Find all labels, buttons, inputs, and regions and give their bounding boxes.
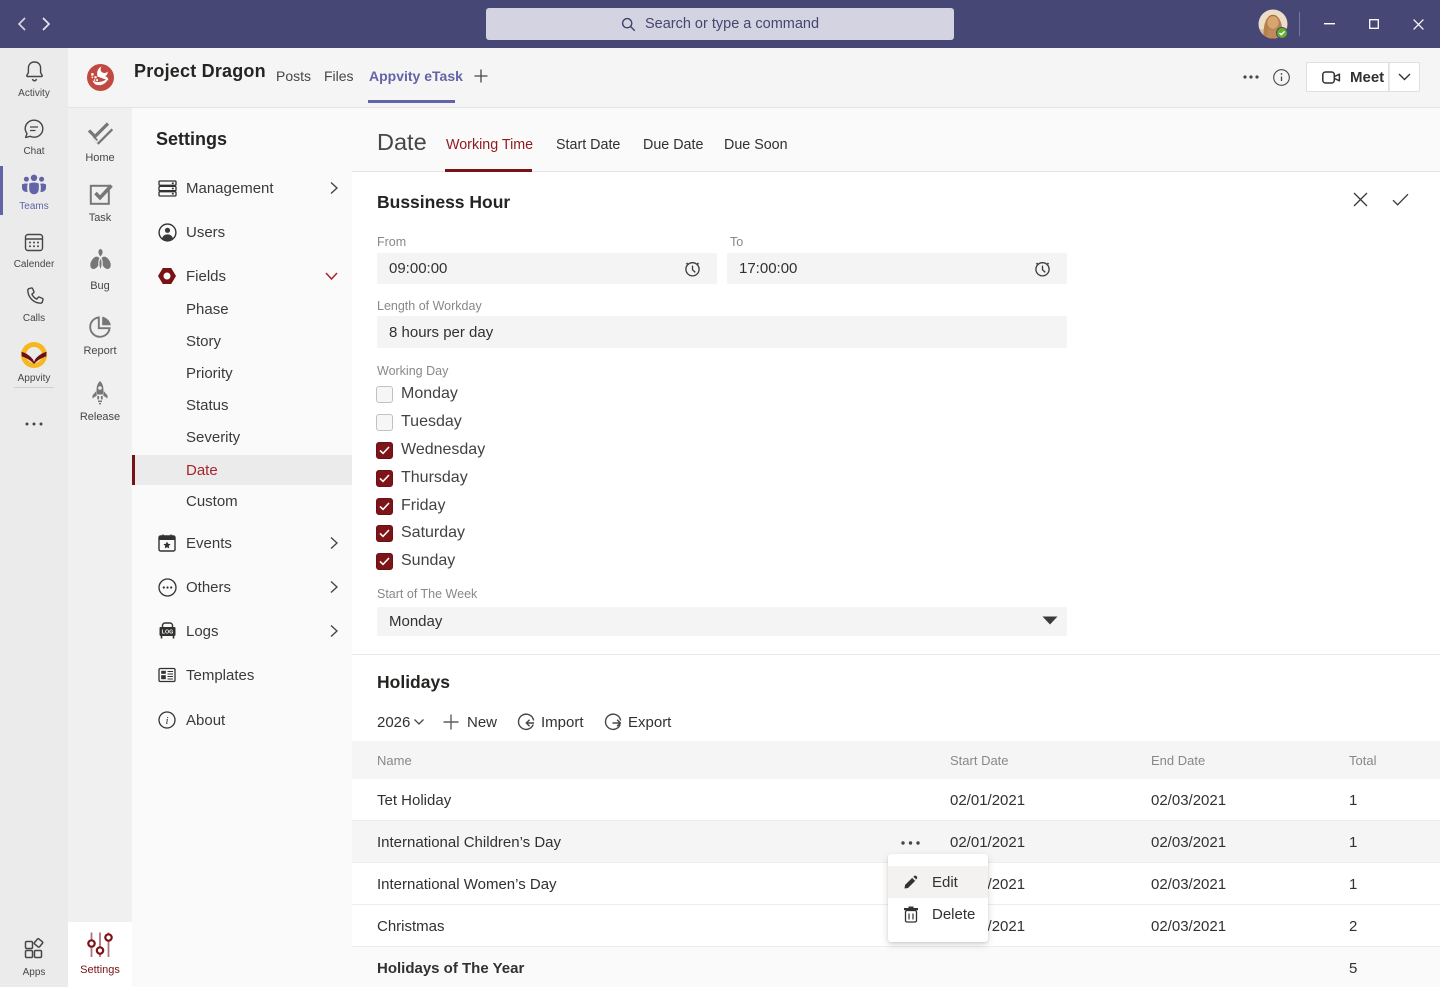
svg-text:LOG: LOG <box>161 630 173 636</box>
svg-text:i: i <box>165 715 168 727</box>
